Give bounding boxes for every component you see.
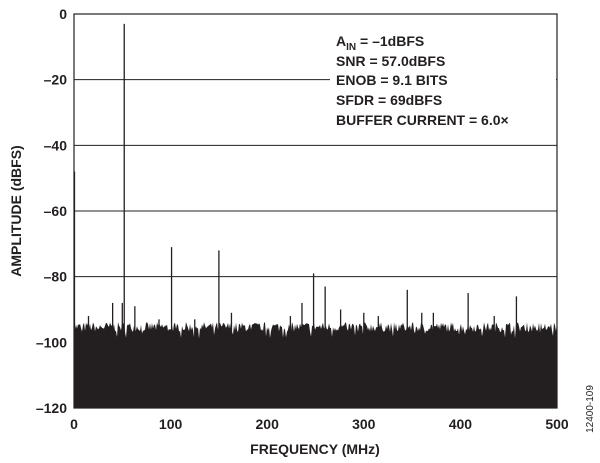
x-tick-label: 300 (352, 416, 376, 432)
annotation-enob: ENOB = 9.1 BITS (336, 72, 448, 88)
x-tick-labels: 0 100 200 300 400 500 (70, 416, 569, 432)
annotation-buffer-current: BUFFER CURRENT = 6.0× (336, 112, 509, 128)
y-tick-label: –100 (36, 334, 67, 350)
x-axis-label: FREQUENCY (MHz) (250, 441, 380, 457)
x-tick-label: 0 (70, 416, 78, 432)
y-axis-label: AMPLITUDE (dBFS) (8, 145, 24, 276)
y-tick-label: –20 (44, 72, 68, 88)
y-tick-label: –120 (36, 400, 67, 416)
y-tick-label: –80 (44, 269, 68, 285)
annotation-snr: SNR = 57.0dBFS (336, 53, 445, 69)
annotation-ain-sub: IN (346, 42, 356, 53)
noise-floor-band (74, 322, 557, 408)
plot-frame (73, 13, 558, 409)
figure-id: 12400-109 (585, 385, 596, 433)
x-tick-label: 100 (159, 416, 183, 432)
y-tick-label: –60 (44, 203, 68, 219)
annotation-ain: AIN = –1dBFS (336, 33, 424, 53)
annotation-ain-main: A (336, 33, 346, 49)
noise-floor (74, 322, 557, 408)
y-tick-labels: 0 –20 –40 –60 –80 –100 –120 (36, 6, 67, 416)
x-tick-label: 500 (545, 416, 569, 432)
annotation-box-bg (330, 28, 556, 134)
y-tick-label: –40 (44, 137, 68, 153)
annotation-ain-rest: = –1dBFS (356, 33, 424, 49)
x-tick-label: 400 (449, 416, 473, 432)
x-tick-label: 200 (256, 416, 280, 432)
y-tick-label: 0 (59, 6, 67, 22)
spur-lines (73, 23, 518, 336)
annotation-sfdr: SFDR = 69dBFS (336, 92, 442, 108)
